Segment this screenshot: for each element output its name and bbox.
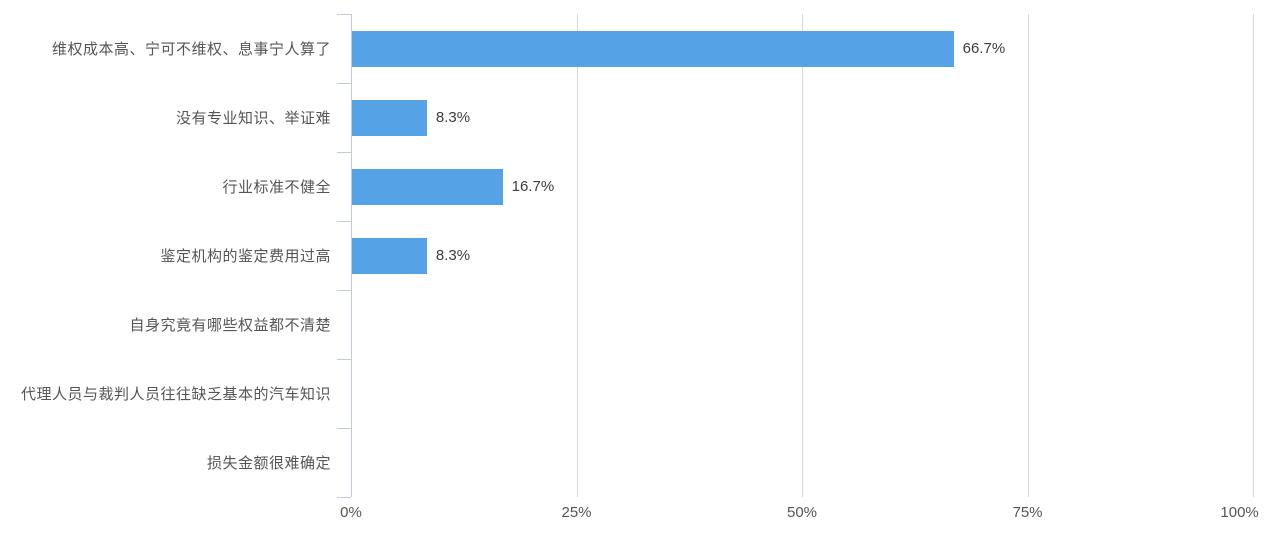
x-axis-tick-label: 25% (561, 504, 592, 521)
gridline (1253, 14, 1254, 497)
category-tick (337, 290, 351, 291)
category-tick (337, 428, 351, 429)
x-axis-tick-label: 50% (786, 504, 818, 521)
gridline (1027, 14, 1029, 497)
x-axis-tick-label: 100% (1220, 504, 1259, 521)
bar (352, 237, 427, 274)
bar-value-label: 66.7% (962, 40, 1006, 57)
category-tick (337, 359, 351, 360)
x-axis-tick-label: 0% (340, 504, 362, 521)
category-tick (337, 497, 351, 498)
gridline (576, 14, 578, 497)
gridline (802, 14, 803, 497)
bar-value-label: 8.3% (435, 247, 471, 264)
category-label: 代理人员与裁判人员往往缺乏基本的汽车知识 (20, 386, 331, 403)
category-label: 自身究竟有哪些权益都不清楚 (129, 317, 331, 334)
bar (352, 30, 954, 67)
category-label: 鉴定机构的鉴定费用过高 (160, 248, 331, 265)
category-label: 损失金额很难确定 (206, 455, 331, 472)
category-label: 行业标准不健全 (222, 179, 331, 196)
bar-value-label: 16.7% (511, 178, 555, 195)
category-axis-line (351, 14, 352, 497)
bar (352, 99, 427, 136)
category-label: 没有专业知识、举证难 (175, 110, 331, 127)
category-label: 维权成本高、宁可不维权、息事宁人算了 (51, 41, 331, 58)
category-tick (337, 152, 351, 153)
category-tick (337, 83, 351, 84)
bar (352, 168, 503, 205)
x-axis-tick-label: 75% (1012, 504, 1043, 521)
category-tick (337, 221, 351, 222)
bar-value-label: 8.3% (435, 109, 471, 126)
category-tick (337, 14, 351, 15)
